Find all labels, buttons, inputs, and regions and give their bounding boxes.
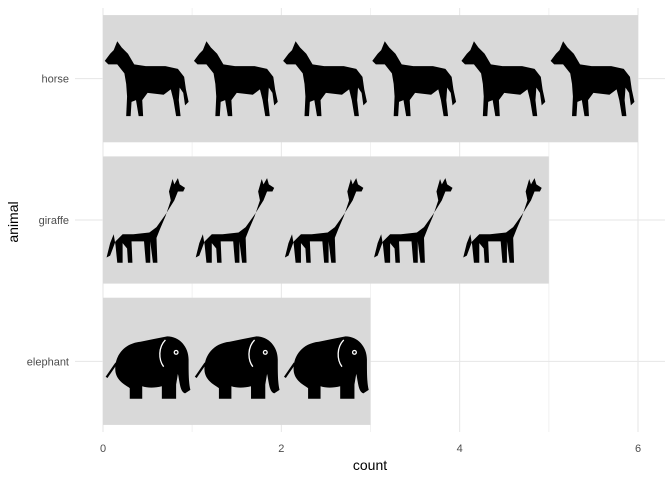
x-tick-labels: 0 2 4 6 xyxy=(100,443,641,455)
x-tick-label: 0 xyxy=(100,443,106,455)
y-tick-label: horse xyxy=(41,74,69,86)
x-axis-title: count xyxy=(353,457,387,473)
y-axis-title: animal xyxy=(5,201,21,242)
x-tick-label: 6 xyxy=(635,443,641,455)
bar-giraffe xyxy=(103,156,549,284)
x-tick-label: 2 xyxy=(278,443,284,455)
bar-horse xyxy=(103,15,638,143)
y-tick-labels: elephant giraffe horse xyxy=(27,74,69,369)
y-tick-label: elephant xyxy=(27,356,69,368)
x-tick-label: 4 xyxy=(457,443,463,455)
y-tick-label: giraffe xyxy=(39,215,69,227)
